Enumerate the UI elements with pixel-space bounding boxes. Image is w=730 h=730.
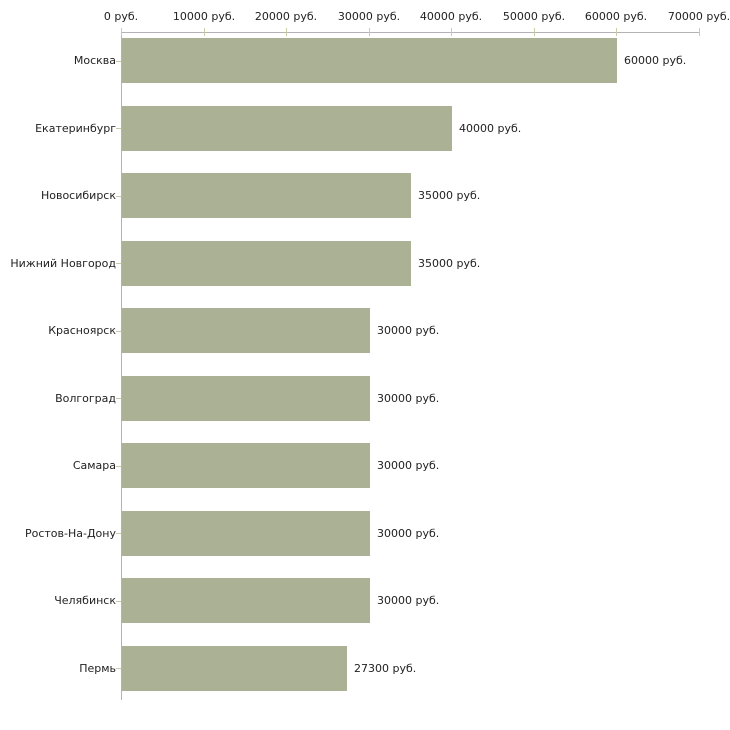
bar: [122, 105, 452, 151]
bar: [122, 38, 617, 83]
value-label: 30000 руб.: [377, 391, 440, 405]
y-axis-tick: [116, 61, 121, 62]
x-axis-tick-label: 60000 руб.: [584, 10, 648, 23]
bar: [122, 578, 370, 623]
x-axis-tick: [534, 28, 535, 36]
x-axis-tick: [121, 28, 122, 36]
value-label: 30000 руб.: [377, 594, 440, 607]
category-label: Нижний Новгород: [10, 256, 116, 270]
x-axis-tick: [286, 28, 287, 36]
x-axis-tick-label: 70000 руб.: [667, 10, 730, 23]
category-label: Ростов-На-Дону: [24, 526, 116, 540]
bar: [122, 645, 347, 691]
x-axis-tick-label: 10000 руб.: [172, 10, 236, 23]
bar: [122, 240, 411, 286]
category-label: Пермь: [79, 661, 116, 675]
bar: [122, 173, 411, 218]
y-axis-tick: [116, 128, 121, 129]
category-label: Волгоград: [55, 391, 116, 405]
x-axis-tick-label: 20000 руб.: [254, 10, 318, 23]
y-axis-tick: [116, 466, 121, 467]
value-label: 30000 руб.: [377, 324, 440, 337]
category-label: Москва: [73, 54, 116, 67]
category-label: Красноярск: [48, 324, 116, 337]
bar: [122, 510, 370, 556]
value-label: 30000 руб.: [377, 459, 440, 472]
x-axis-tick: [616, 28, 617, 36]
x-axis-tick: [369, 28, 370, 36]
y-axis-tick: [116, 331, 121, 332]
x-axis-tick-label: 50000 руб.: [502, 10, 566, 23]
y-axis-tick: [116, 601, 121, 602]
y-axis-tick: [116, 398, 121, 399]
y-axis-tick: [116, 668, 121, 669]
x-axis-tick: [699, 28, 700, 36]
value-label: 35000 руб.: [418, 189, 481, 202]
value-label: 35000 руб.: [418, 256, 481, 270]
plot-area: [121, 32, 699, 700]
value-label: 60000 руб.: [624, 54, 687, 67]
bar: [122, 443, 370, 488]
x-axis-tick-label: 30000 руб.: [337, 10, 401, 23]
x-axis-tick: [451, 28, 452, 36]
bar: [122, 308, 370, 353]
value-label: 30000 руб.: [377, 526, 440, 540]
bar: [122, 375, 370, 421]
category-label: Екатеринбург: [35, 121, 116, 135]
x-axis-tick: [204, 28, 205, 36]
x-axis-tick-label: 40000 руб.: [419, 10, 483, 23]
value-label: 40000 руб.: [459, 121, 522, 135]
category-label: Самара: [72, 459, 116, 472]
value-label: 27300 руб.: [354, 661, 417, 675]
x-axis-tick-label: 0 руб.: [103, 10, 139, 23]
y-axis-tick: [116, 533, 121, 534]
y-axis-tick: [116, 263, 121, 264]
y-axis-tick: [116, 196, 121, 197]
category-label: Новосибирск: [40, 189, 116, 202]
category-label: Челябинск: [54, 594, 116, 607]
